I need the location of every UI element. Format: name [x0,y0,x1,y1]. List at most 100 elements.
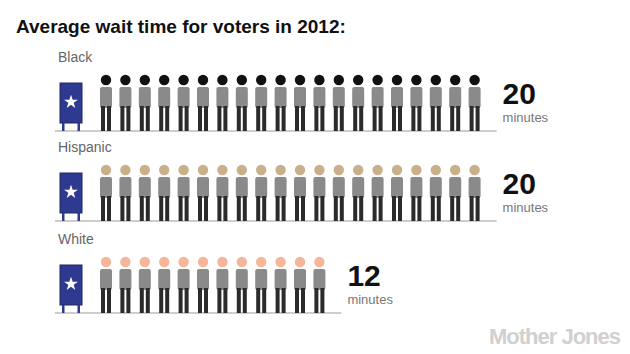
person-head [159,257,169,267]
person-body [158,177,170,198]
person-body [275,177,287,198]
person-leg [198,106,202,131]
person-icon [216,75,228,131]
person-icon [236,75,248,131]
person-body [178,177,190,198]
person-icon [430,75,442,131]
person-body [255,177,267,198]
person-leg [262,288,266,313]
person-leg [179,106,183,131]
person-icon [139,257,151,313]
person-leg [204,106,208,131]
person-leg [314,288,318,313]
person-body [333,87,345,108]
person-body [313,87,325,108]
person-leg [204,196,208,221]
person-body [352,87,364,108]
person-head [101,75,111,85]
person-leg [373,196,377,221]
person-head [140,75,150,85]
person-leg [262,106,266,131]
person-head [450,75,460,85]
person-icon [255,257,267,313]
person-body [158,269,170,290]
person-body [469,87,481,108]
person-leg [359,106,363,131]
person-leg [353,106,357,131]
person-leg [373,106,377,131]
person-leg [179,196,183,221]
person-icon [275,165,287,221]
person-icon [216,257,228,313]
ballot-box-leg [78,305,81,313]
person-head [198,257,208,267]
person-body [119,177,131,198]
person-icon [178,75,190,131]
ballot-box-leg [62,123,65,131]
person-icon [197,165,209,221]
person-leg [320,196,324,221]
person-leg [320,288,324,313]
person-head [372,165,382,175]
person-head [140,165,150,175]
person-head [198,75,208,85]
person-body [391,177,403,198]
person-body [100,87,112,108]
person-leg [146,106,150,131]
title: Average wait time for voters in 2012: [16,16,346,37]
chart: Average wait time for voters in 2012:Bla… [0,0,630,354]
person-body [216,87,228,108]
person-leg [146,196,150,221]
person-body [178,87,190,108]
unit-label: minutes [503,110,549,125]
person-icon [275,75,287,131]
person-head [101,165,111,175]
person-leg [295,106,299,131]
person-leg [282,288,286,313]
person-body [372,87,384,108]
person-leg [276,106,280,131]
person-body [236,269,248,290]
person-leg [320,106,324,131]
person-icon [139,165,151,221]
person-icon [352,165,364,221]
person-icon [391,75,403,131]
person-body [430,177,442,198]
person-leg [120,106,124,131]
person-head [450,165,460,175]
person-body [313,269,325,290]
data-label: 20 [503,77,536,110]
person-body [469,177,481,198]
person-icon [158,165,170,221]
person-head [353,75,363,85]
person-leg [470,106,474,131]
person-icon [119,75,131,131]
person-body [197,177,209,198]
star [64,277,78,290]
ballot-box [60,265,82,313]
source: Mother Jones [489,324,621,349]
person-leg [276,288,280,313]
person-icon [139,75,151,131]
person-leg [243,106,247,131]
person-icon [333,165,345,221]
person-leg [140,106,144,131]
category-label: Hispanic [58,139,112,155]
person-leg [185,106,189,131]
person-head [217,165,227,175]
person-body [275,87,287,108]
person-body [294,87,306,108]
person-leg [217,196,221,221]
data-label: 20 [503,167,536,200]
person-leg [185,196,189,221]
ballot-box-leg [62,305,65,313]
ballot-box [60,173,82,221]
person-icon [100,257,112,313]
person-body [216,177,228,198]
person-head [237,165,247,175]
person-body [139,177,151,198]
person-leg [237,288,241,313]
person-icon [100,165,112,221]
person-head [411,75,421,85]
person-icon [119,165,131,221]
